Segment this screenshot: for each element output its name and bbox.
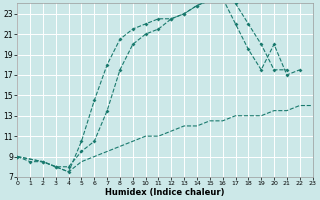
X-axis label: Humidex (Indice chaleur): Humidex (Indice chaleur)	[105, 188, 225, 197]
